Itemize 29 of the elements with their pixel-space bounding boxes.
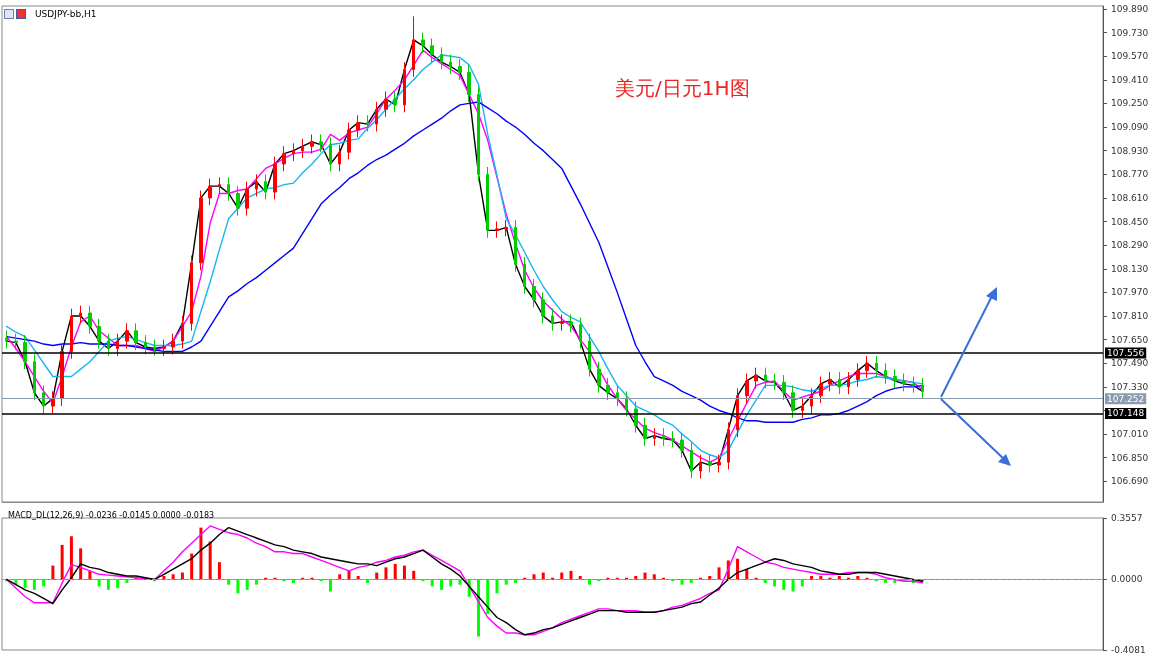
y-tick-label: 107.490: [1111, 358, 1149, 369]
y-tick-label: 107.970: [1111, 287, 1149, 298]
y-tick-label: 108.770: [1111, 169, 1149, 180]
y-tick-label: 109.410: [1111, 74, 1149, 85]
y-tick-label: 107.330: [1111, 381, 1149, 392]
ref-line-label: 107.148: [1107, 408, 1145, 419]
y-tick-label: 107.010: [1111, 429, 1149, 440]
y-tick-label: 0.3557: [1111, 513, 1143, 523]
y-tick-label: 109.090: [1111, 122, 1149, 133]
y-tick-label: 109.570: [1111, 51, 1149, 62]
chart-title: MACD_DL(12,26,9) -0.0236 -0.0145 0.0000 -0.0183: [8, 510, 215, 520]
y-tick-label: 109.890: [1111, 3, 1149, 14]
y-tick-label: 109.730: [1111, 27, 1149, 38]
y-tick-label: 106.850: [1111, 452, 1149, 463]
y-tick-label: 0.0000: [1111, 574, 1143, 585]
y-tick-label: 108.290: [1111, 240, 1149, 251]
y-tick-label: 107.650: [1111, 334, 1149, 345]
ref-line-label: 107.556: [1107, 347, 1145, 358]
y-tick-label: 108.610: [1111, 192, 1149, 203]
y-tick-label: -0.4081: [1111, 645, 1146, 655]
y-tick-label: 109.250: [1111, 98, 1149, 109]
y-tick-label: 108.450: [1111, 216, 1149, 227]
ref-line-label: 107.252: [1107, 393, 1145, 404]
chart-subtitle: USDJPY-bb,H1: [35, 8, 97, 19]
y-tick-label: 108.930: [1111, 145, 1149, 156]
y-tick-label: 108.130: [1111, 263, 1149, 274]
y-tick-label: 106.690: [1111, 476, 1149, 487]
y-tick-label: 107.810: [1111, 311, 1149, 321]
text: 美元/日元1H图: [615, 76, 750, 100]
